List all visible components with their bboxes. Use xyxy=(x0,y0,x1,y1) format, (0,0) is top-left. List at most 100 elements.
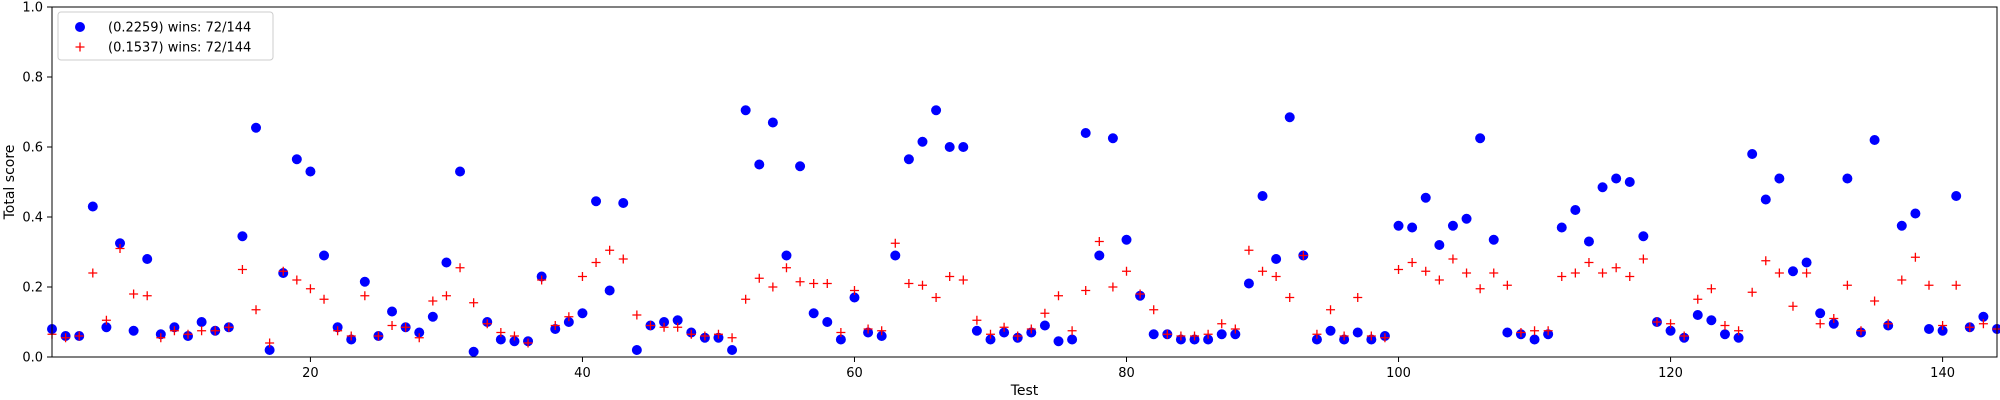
data-point-blue xyxy=(237,231,248,242)
data-point-red xyxy=(1557,272,1567,281)
data-point-blue xyxy=(1842,173,1853,184)
data-point-blue xyxy=(1434,240,1445,250)
data-point-blue xyxy=(618,198,629,208)
data-point-red xyxy=(863,324,873,334)
y-tick-label: 0.4 xyxy=(22,211,43,226)
data-point-red xyxy=(781,263,791,273)
data-point-red xyxy=(795,277,805,287)
data-point-red xyxy=(88,268,98,278)
data-point-red xyxy=(809,279,819,288)
legend-box xyxy=(57,11,274,61)
data-point-red xyxy=(673,322,683,332)
data-point-blue xyxy=(1216,329,1227,340)
data-point-blue xyxy=(1951,191,1962,201)
data-point-red xyxy=(605,245,615,255)
data-point-blue xyxy=(1230,329,1241,340)
data-point-red xyxy=(1475,284,1485,294)
data-point-blue xyxy=(251,122,262,133)
data-point-red xyxy=(822,279,832,288)
data-point-blue xyxy=(264,345,275,355)
legend-circle-icon xyxy=(75,22,85,32)
data-point-blue xyxy=(441,257,452,268)
axis-ticks: 20 40 60 80 100 120 140 0.0 0.2 0.4 0.6 0.8 1.0 xyxy=(22,1,1955,382)
data-point-red xyxy=(1176,331,1186,341)
data-point-blue xyxy=(672,315,683,326)
data-point-red xyxy=(1951,280,1961,290)
data-point-blue xyxy=(604,285,615,296)
data-point-red xyxy=(931,293,941,302)
data-point-red xyxy=(741,294,751,304)
data-point-blue xyxy=(781,250,792,261)
data-point-blue xyxy=(1529,334,1540,345)
data-point-red xyxy=(509,331,519,341)
data-point-red xyxy=(1652,317,1662,327)
x-axis-label: Test xyxy=(1010,383,1039,399)
data-point-blue xyxy=(1787,266,1798,277)
x-tick-label: 40 xyxy=(574,366,591,381)
data-point-blue xyxy=(1053,336,1064,347)
data-point-blue xyxy=(740,105,751,116)
data-point-blue xyxy=(305,166,316,177)
data-point-blue xyxy=(1352,327,1363,338)
data-point-blue xyxy=(1080,128,1091,138)
data-point-red xyxy=(577,272,587,281)
data-point-blue xyxy=(754,159,765,170)
data-point-red xyxy=(713,329,723,339)
data-point-blue xyxy=(1447,220,1458,231)
data-point-red xyxy=(1788,301,1798,311)
data-point-blue xyxy=(849,292,860,303)
data-point-red xyxy=(591,258,601,267)
y-axis-label: Total score xyxy=(2,145,18,221)
data-point-red xyxy=(278,266,288,276)
data-point-red xyxy=(183,329,193,339)
data-point-blue xyxy=(944,142,955,152)
data-point-blue xyxy=(591,196,602,207)
data-point-red xyxy=(265,338,275,348)
data-point-blue xyxy=(495,334,506,345)
data-point-blue xyxy=(1311,334,1322,345)
data-point-red xyxy=(659,322,669,332)
data-point-blue xyxy=(1271,254,1282,264)
data-point-red xyxy=(496,328,506,337)
data-point-blue xyxy=(999,327,1010,338)
data-point-red xyxy=(1842,280,1852,290)
data-point-red xyxy=(1108,282,1118,292)
data-point-blue xyxy=(359,276,370,287)
data-point-red xyxy=(904,279,914,288)
data-point-red xyxy=(1162,329,1172,339)
data-point-red xyxy=(346,331,356,341)
data-point-blue xyxy=(985,334,996,345)
data-point-red xyxy=(1883,319,1893,329)
data-point-red xyxy=(1366,331,1376,341)
x-tick-label: 100 xyxy=(1386,366,1411,381)
data-point-red xyxy=(224,322,234,332)
data-point-red xyxy=(1611,263,1621,273)
data-point-red xyxy=(1666,319,1676,329)
data-point-red xyxy=(1570,268,1580,278)
plot-frame xyxy=(51,6,1998,358)
data-point-red xyxy=(1434,275,1444,285)
data-point-red xyxy=(1421,266,1431,276)
data-point-red xyxy=(414,333,424,343)
data-point-blue xyxy=(319,250,330,261)
data-point-red xyxy=(1067,326,1077,336)
data-point-blue xyxy=(767,117,778,128)
data-point-red xyxy=(1598,268,1608,278)
data-point-red xyxy=(849,286,859,295)
data-point-red xyxy=(1081,286,1091,295)
series-blue-markers xyxy=(47,105,2000,357)
data-point-red xyxy=(1530,326,1540,336)
data-point-red xyxy=(210,326,220,336)
data-point-red xyxy=(129,289,139,299)
y-tick-label: 0.8 xyxy=(22,71,43,86)
data-point-red xyxy=(1679,331,1689,341)
data-point-red xyxy=(1230,324,1240,334)
data-point-blue xyxy=(1203,334,1214,345)
data-point-blue xyxy=(1719,329,1730,340)
data-point-red xyxy=(1856,326,1866,336)
data-point-blue xyxy=(727,345,738,355)
data-point-red xyxy=(1924,280,1934,290)
data-point-blue xyxy=(1828,318,1839,329)
data-point-red xyxy=(700,331,710,341)
data-point-red xyxy=(61,333,71,343)
